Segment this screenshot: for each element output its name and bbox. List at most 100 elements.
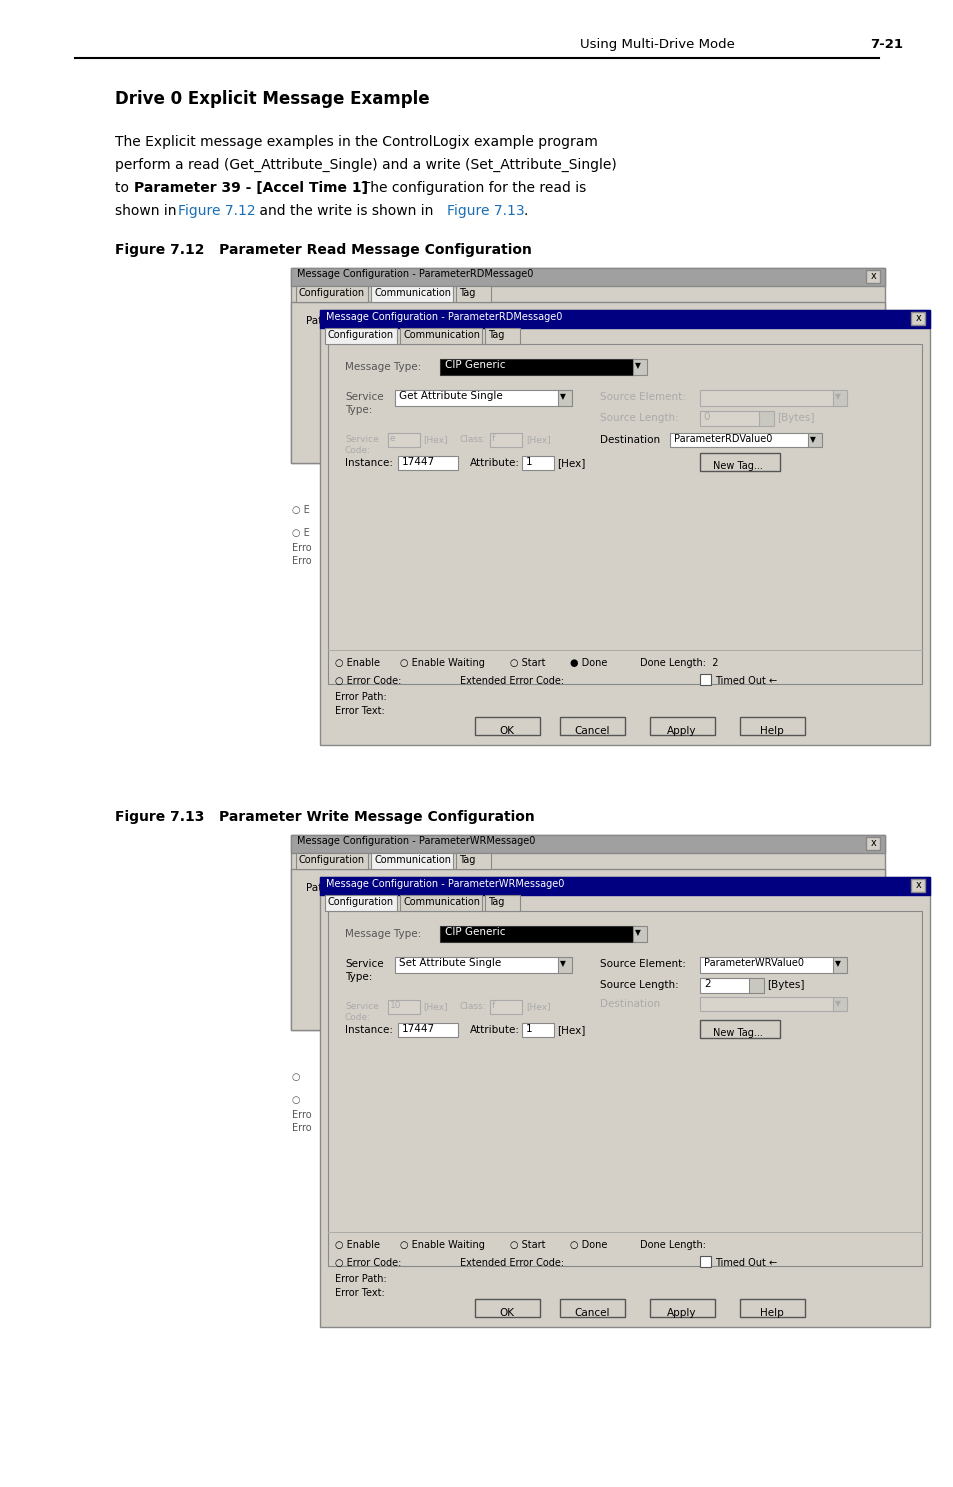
- Bar: [338, 312, 719, 329]
- Text: perform a read (Get_Attribute_Single) and a write (Set_Attribute_Single): perform a read (Get_Attribute_Single) an…: [115, 158, 616, 172]
- Bar: [700, 390, 834, 406]
- Text: MultiDri...: MultiDri...: [343, 903, 387, 912]
- Text: MultiDrive_Demo: MultiDrive_Demo: [343, 880, 432, 891]
- Text: MultiDri...: MultiDri...: [343, 336, 387, 345]
- Text: f: f: [492, 1001, 495, 1010]
- Bar: [456, 854, 491, 868]
- Text: Source Element:: Source Element:: [599, 393, 685, 401]
- Bar: [397, 457, 457, 470]
- Bar: [832, 390, 846, 406]
- Text: Apply: Apply: [666, 1309, 696, 1317]
- Text: ▼: ▼: [635, 928, 640, 937]
- Text: Tag: Tag: [458, 288, 475, 297]
- Text: Service: Service: [345, 1002, 378, 1011]
- Text: ○ Error Code:: ○ Error Code:: [335, 1258, 401, 1268]
- Text: Apply: Apply: [666, 726, 696, 736]
- Text: Erro: Erro: [292, 556, 312, 567]
- Bar: [295, 286, 368, 302]
- Text: [Hex]: [Hex]: [422, 436, 447, 445]
- Text: Figure 7.13: Figure 7.13: [447, 204, 524, 219]
- Bar: [700, 410, 760, 425]
- Text: [Hex]: [Hex]: [525, 436, 550, 445]
- Text: Type:: Type:: [345, 404, 372, 415]
- Text: Error Path:: Error Path:: [335, 691, 386, 702]
- Text: ○ Enable: ○ Enable: [335, 1240, 379, 1251]
- Bar: [730, 312, 790, 329]
- Text: Error Text:: Error Text:: [335, 1288, 384, 1298]
- Text: Class:: Class:: [459, 436, 486, 445]
- Bar: [319, 309, 929, 329]
- Bar: [490, 433, 521, 448]
- Text: ○ Enable: ○ Enable: [335, 659, 379, 668]
- Bar: [559, 1300, 624, 1317]
- Bar: [484, 895, 519, 912]
- Text: ○: ○: [292, 1094, 300, 1105]
- Bar: [807, 433, 821, 448]
- Text: ParameterRDValue0: ParameterRDValue0: [673, 434, 772, 445]
- Bar: [521, 457, 554, 470]
- Bar: [399, 329, 481, 343]
- Text: Communication: Communication: [403, 330, 480, 341]
- Text: Cancel: Cancel: [574, 1309, 609, 1317]
- Text: Attribute:: Attribute:: [470, 1025, 519, 1035]
- Text: Timed Out ←: Timed Out ←: [714, 1258, 777, 1268]
- Bar: [291, 836, 884, 1030]
- Text: Code:: Code:: [345, 446, 371, 455]
- Bar: [700, 996, 834, 1011]
- Text: Error Path:: Error Path:: [335, 1274, 386, 1283]
- Text: CIP Generic: CIP Generic: [444, 926, 505, 937]
- Text: 1: 1: [525, 457, 532, 467]
- Text: Source Element:: Source Element:: [599, 959, 685, 970]
- Text: Type:: Type:: [345, 972, 372, 981]
- Text: Destination: Destination: [599, 436, 659, 445]
- Text: Browse...: Browse...: [743, 312, 788, 323]
- Text: Help: Help: [760, 1309, 783, 1317]
- Bar: [291, 836, 884, 854]
- Text: ▼: ▼: [559, 393, 565, 401]
- Bar: [328, 343, 921, 684]
- Text: Erro: Erro: [292, 1123, 312, 1133]
- Bar: [633, 926, 646, 941]
- Bar: [748, 978, 763, 993]
- Text: Figure 7.13   Parameter Write Message Configuration: Figure 7.13 Parameter Write Message Conf…: [115, 810, 535, 824]
- Bar: [910, 312, 924, 326]
- Bar: [291, 302, 884, 462]
- Text: Configuration: Configuration: [298, 288, 365, 297]
- Bar: [439, 926, 635, 941]
- Bar: [740, 1300, 804, 1317]
- Text: Source Length:: Source Length:: [599, 413, 678, 422]
- Bar: [325, 329, 396, 343]
- Text: . The configuration for the read is: . The configuration for the read is: [353, 181, 586, 195]
- Text: Extended Error Code:: Extended Error Code:: [459, 1258, 563, 1268]
- Text: Destination: Destination: [599, 999, 659, 1010]
- Text: Timed Out ←: Timed Out ←: [714, 677, 777, 686]
- Text: Get Attribute Single: Get Attribute Single: [398, 391, 502, 401]
- Bar: [700, 454, 780, 471]
- Text: [Bytes]: [Bytes]: [766, 980, 803, 990]
- Bar: [832, 958, 846, 972]
- Text: x: x: [870, 839, 876, 848]
- Bar: [649, 1300, 714, 1317]
- Text: Attribute:: Attribute:: [470, 458, 519, 468]
- Text: Message Configuration - ParameterWRMessage0: Message Configuration - ParameterWRMessa…: [326, 879, 564, 889]
- Text: ▼: ▼: [834, 959, 840, 968]
- Text: ○ Start: ○ Start: [510, 659, 545, 668]
- Text: [Bytes]: [Bytes]: [776, 413, 814, 422]
- Text: Message Configuration - ParameterRDMessage0: Message Configuration - ParameterRDMessa…: [326, 312, 561, 323]
- Bar: [521, 1023, 554, 1036]
- Bar: [388, 433, 419, 448]
- Bar: [397, 1023, 457, 1036]
- Bar: [559, 717, 624, 735]
- Text: ○ Enable Waiting: ○ Enable Waiting: [399, 1240, 484, 1251]
- Bar: [291, 868, 884, 1030]
- Text: ○ Done: ○ Done: [569, 1240, 607, 1251]
- Text: ○ E: ○ E: [292, 528, 310, 538]
- Text: Message Configuration - ParameterWRMessage0: Message Configuration - ParameterWRMessa…: [296, 836, 535, 846]
- Bar: [395, 390, 559, 406]
- Text: ▼: ▼: [559, 959, 565, 968]
- Bar: [669, 433, 809, 448]
- Text: New Tag...: New Tag...: [712, 461, 762, 471]
- Text: Drive 0 Explicit Message Example: Drive 0 Explicit Message Example: [115, 91, 429, 109]
- Bar: [388, 999, 419, 1014]
- Bar: [633, 358, 646, 375]
